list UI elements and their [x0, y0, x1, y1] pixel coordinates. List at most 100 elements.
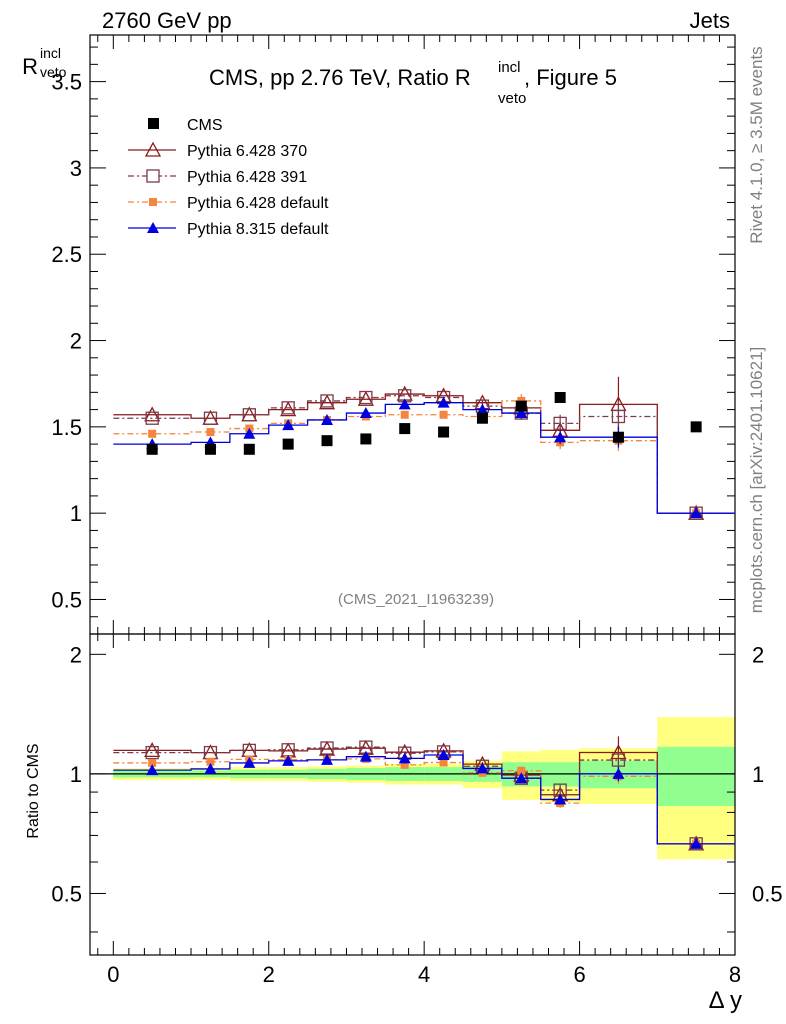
point-pythia-8315-default: [476, 403, 489, 415]
data-point-cms: [243, 443, 255, 455]
point-pythia-8315-default: [282, 419, 295, 431]
point-pythia-6428-391: [203, 411, 218, 425]
legend-label-cms: CMS: [187, 117, 223, 134]
legend-entry-p8: Pythia 8.315 default: [128, 221, 329, 238]
x-axis-label: Δ y: [709, 987, 742, 1014]
ratio-point-pythia-6428-default: [148, 758, 157, 767]
ratio-point-pythia-8315-default: [146, 764, 159, 776]
legend-marker-cms: [148, 118, 159, 129]
point-pythia-6428-370: [144, 406, 161, 422]
series-line-pythia-6428-default: [113, 400, 735, 514]
ratio-line-pythia-6428-default: [113, 758, 735, 845]
point-pythia-6428-391: [553, 416, 567, 431]
x-tick-label: 6: [573, 962, 585, 987]
y-tick-label: 1: [70, 501, 82, 526]
y-tick-label: 3: [70, 156, 82, 181]
legend-entry-p391: Pythia 6.428 391: [128, 169, 307, 186]
point-pythia-8315-default: [690, 507, 703, 519]
legend-entry-p370: Pythia 6.428 370: [128, 141, 307, 160]
ratio-point-pythia-6428-391: [611, 753, 626, 767]
point-pythia-8315-default: [515, 407, 528, 419]
legend-marker-p370: [144, 141, 162, 157]
legend-marker-pdef: [149, 198, 157, 206]
ratio-band-inner: [657, 746, 735, 807]
ratio-point-pythia-8315-default: [398, 752, 411, 764]
ratio-point-pythia-6428-391: [145, 745, 159, 760]
y-tick-label: 1.5: [51, 415, 82, 440]
point-pythia-6428-391: [145, 411, 159, 425]
legend-entry-pdef: Pythia 6.428 default: [128, 195, 329, 212]
point-pythia-6428-default: [439, 410, 448, 419]
ratio-point-pythia-6428-default: [439, 758, 448, 767]
x-tick-label: 4: [418, 962, 430, 987]
x-tick-label: 8: [729, 962, 741, 987]
point-pythia-6428-391: [281, 401, 295, 415]
ratio-line-pythia-6428-370: [113, 747, 735, 845]
legend: CMS Pythia 6.428 370 Pythia 6.428 391 Py…: [128, 117, 329, 238]
ratio-point-pythia-8315-default: [515, 772, 528, 784]
ratio-point-pythia-8315-default: [476, 762, 489, 774]
ratio-point-pythia-8315-default: [359, 750, 372, 762]
main-ylabel-sup: incl: [40, 45, 61, 61]
ratio-point-pythia-8315-default: [437, 749, 450, 761]
ratio-tick-label-left: 1: [70, 762, 82, 787]
y-tick-label: 0.5: [51, 587, 82, 612]
point-pythia-8315-default: [359, 407, 372, 419]
legend-label-p8: Pythia 8.315 default: [187, 221, 329, 238]
energy-label: 2760 GeV pp: [102, 8, 232, 33]
ratio-tick-label-left: 2: [70, 642, 82, 667]
title-main: CMS, pp 2.76 TeV, Ratio R: [209, 65, 471, 90]
ratio-point-pythia-6428-default: [517, 766, 526, 775]
main-ylabel-sub: veto: [40, 64, 67, 80]
ratio-tick-label-right: 0.5: [752, 881, 783, 906]
ratio-point-pythia-8315-default: [690, 837, 703, 849]
ratio-tick-label-left: 0.5: [51, 881, 82, 906]
ratio-point-pythia-6428-default: [400, 760, 409, 769]
data-point-cms: [554, 392, 566, 404]
mcplots-label: mcplots.cern.ch [arXiv:2401.10621]: [747, 347, 766, 613]
rivet-version-label: Rivet 4.1.0, ≥ 3.5M events: [747, 46, 766, 243]
ratio-line-pythia-6428-391: [113, 746, 735, 845]
data-point-cms: [146, 443, 158, 455]
series-line-pythia-6428-391: [113, 395, 735, 514]
data-point-cms: [282, 438, 294, 450]
ratio-panel-frame: [89, 633, 736, 956]
ratio-point-pythia-8315-default: [282, 754, 295, 766]
point-pythia-6428-default: [148, 429, 157, 438]
title-sub: veto: [498, 90, 526, 107]
x-tick-label: 0: [107, 962, 119, 987]
point-pythia-6428-default: [400, 410, 409, 419]
ratio-tick-label-right: 1: [752, 762, 764, 787]
point-pythia-6428-370: [280, 401, 297, 417]
y-tick-label: 2: [70, 329, 82, 354]
data-point-cms: [399, 423, 411, 435]
point-pythia-6428-391: [359, 390, 373, 405]
analysis-id: (CMS_2021_I1963239): [338, 591, 494, 608]
legend-label-p370: Pythia 6.428 370: [187, 143, 307, 160]
point-pythia-8315-default: [398, 398, 411, 410]
data-point-cms: [690, 421, 702, 433]
data-point-cms: [204, 443, 216, 455]
ratio-point-pythia-8315-default: [243, 756, 256, 768]
legend-marker-p391: [146, 169, 160, 183]
point-pythia-6428-default: [206, 428, 215, 437]
point-pythia-6428-391: [611, 409, 626, 424]
ratio-point-pythia-6428-default: [206, 757, 215, 766]
data-point-cms: [438, 426, 450, 438]
legend-marker-p8: [147, 222, 159, 233]
legend-label-p391: Pythia 6.428 391: [187, 169, 307, 186]
ratio-point-pythia-6428-370: [144, 742, 161, 758]
ratio-tick-label-right: 2: [752, 642, 764, 667]
chart-title: CMS, pp 2.76 TeV, Ratio R incl veto , Fi…: [209, 59, 617, 107]
legend-entry-cms: CMS: [148, 117, 223, 134]
data-point-cms: [476, 412, 488, 424]
category-label: Jets: [690, 8, 730, 33]
point-pythia-6428-370: [318, 394, 336, 410]
ratio-ylabel: Ratio to CMS: [25, 743, 42, 838]
data-point-cms: [321, 435, 333, 447]
data-point-cms: [612, 431, 624, 443]
main-ylabel: R incl veto: [22, 45, 67, 80]
data-point-cms: [515, 400, 527, 412]
x-tick-label: 2: [263, 962, 275, 987]
point-pythia-6428-391: [320, 394, 334, 408]
